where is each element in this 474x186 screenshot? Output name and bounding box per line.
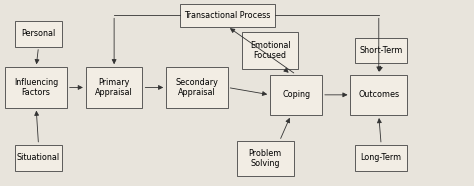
Text: Short-Term: Short-Term	[359, 46, 403, 55]
FancyBboxPatch shape	[166, 67, 228, 108]
FancyBboxPatch shape	[270, 75, 322, 115]
FancyBboxPatch shape	[355, 38, 407, 63]
FancyBboxPatch shape	[86, 67, 143, 108]
Text: Situational: Situational	[17, 153, 60, 162]
Text: Transactional Process: Transactional Process	[184, 11, 271, 20]
Text: Personal: Personal	[21, 29, 55, 39]
Text: Coping: Coping	[282, 90, 310, 99]
Text: Emotional
Focused: Emotional Focused	[250, 41, 291, 60]
FancyBboxPatch shape	[15, 145, 62, 171]
FancyBboxPatch shape	[15, 21, 62, 47]
Text: Influencing
Factors: Influencing Factors	[14, 78, 58, 97]
Text: Primary
Appraisal: Primary Appraisal	[95, 78, 133, 97]
FancyBboxPatch shape	[242, 32, 299, 69]
FancyBboxPatch shape	[237, 141, 294, 176]
FancyBboxPatch shape	[355, 145, 407, 171]
FancyBboxPatch shape	[350, 75, 407, 115]
Text: Secondary
Appraisal: Secondary Appraisal	[175, 78, 218, 97]
Text: Long-Term: Long-Term	[361, 153, 401, 162]
FancyBboxPatch shape	[5, 67, 67, 108]
Text: Problem
Solving: Problem Solving	[249, 149, 282, 168]
FancyBboxPatch shape	[180, 4, 275, 27]
Text: Outcomes: Outcomes	[358, 90, 400, 99]
